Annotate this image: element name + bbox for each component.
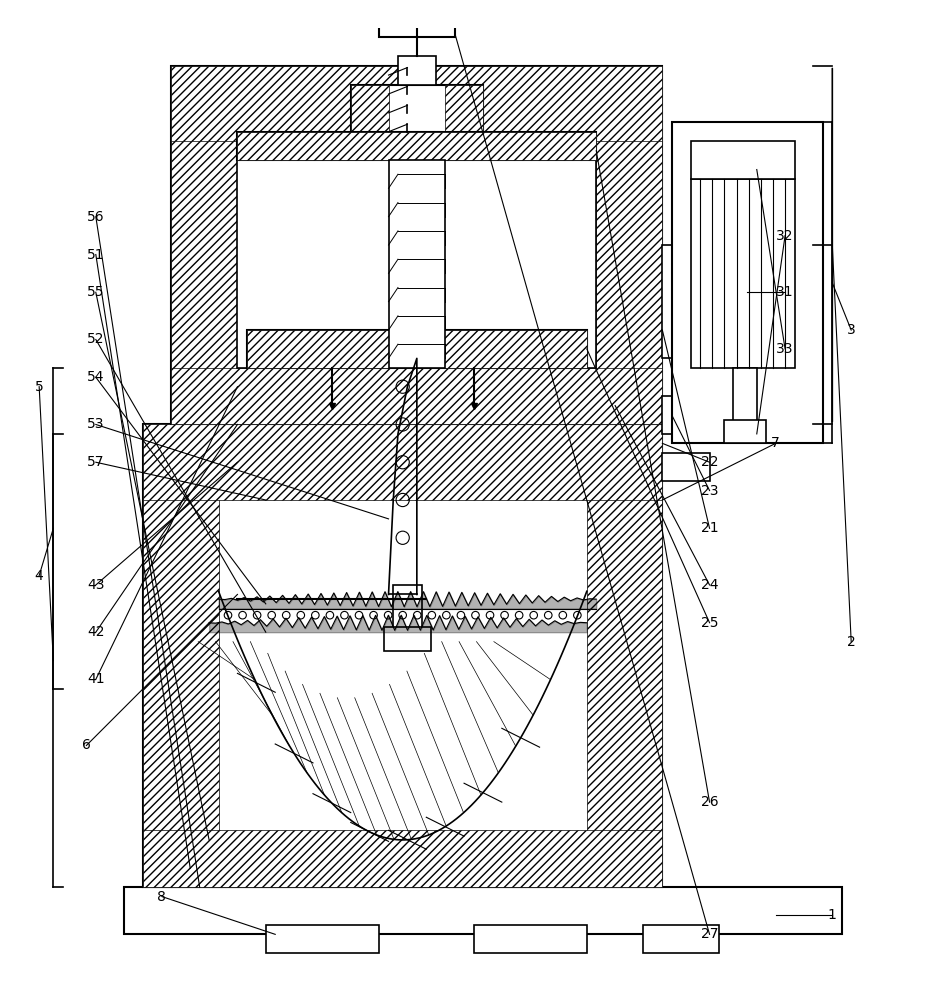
- Bar: [662, 396, 709, 434]
- Text: 42: 42: [87, 625, 104, 639]
- Bar: [671, 122, 823, 443]
- Text: 31: 31: [777, 285, 794, 299]
- Bar: [445, 85, 483, 141]
- Text: 8: 8: [157, 890, 167, 904]
- Text: 25: 25: [701, 616, 719, 630]
- Text: 54: 54: [87, 370, 104, 384]
- Text: 51: 51: [87, 248, 104, 262]
- Text: 23: 23: [701, 484, 719, 498]
- Text: 3: 3: [847, 323, 855, 337]
- Bar: [171, 368, 662, 424]
- Bar: [724, 420, 766, 443]
- Bar: [266, 925, 379, 953]
- Bar: [238, 141, 597, 368]
- Bar: [474, 925, 587, 953]
- Text: 22: 22: [701, 455, 719, 469]
- Bar: [733, 368, 757, 424]
- Bar: [379, 23, 455, 37]
- Bar: [690, 141, 795, 179]
- Text: 4: 4: [35, 569, 44, 583]
- Text: 21: 21: [701, 521, 719, 535]
- Text: 2: 2: [847, 635, 855, 649]
- Bar: [247, 330, 587, 368]
- Text: 27: 27: [701, 927, 719, 941]
- Bar: [171, 66, 662, 424]
- Bar: [393, 585, 421, 632]
- Bar: [143, 830, 662, 887]
- Bar: [643, 925, 719, 953]
- Bar: [247, 330, 587, 368]
- Text: 32: 32: [777, 229, 794, 243]
- Bar: [238, 132, 597, 160]
- Bar: [124, 887, 842, 934]
- Bar: [662, 453, 709, 481]
- Text: 5: 5: [35, 380, 44, 394]
- Text: 41: 41: [87, 672, 104, 686]
- Bar: [587, 424, 662, 887]
- Text: 7: 7: [771, 436, 780, 450]
- Bar: [143, 424, 219, 887]
- Bar: [690, 179, 795, 368]
- Bar: [388, 160, 445, 368]
- Bar: [384, 627, 431, 651]
- Bar: [662, 245, 700, 358]
- Bar: [350, 85, 483, 141]
- Text: 43: 43: [87, 578, 104, 592]
- Text: 24: 24: [701, 578, 719, 592]
- Bar: [143, 424, 662, 500]
- Bar: [238, 132, 597, 160]
- Text: 33: 33: [777, 342, 794, 356]
- Text: 26: 26: [701, 795, 719, 809]
- Bar: [143, 424, 662, 887]
- Text: 6: 6: [82, 738, 91, 752]
- Text: 52: 52: [87, 332, 104, 346]
- Text: 57: 57: [87, 455, 104, 469]
- Bar: [350, 85, 388, 141]
- Bar: [171, 66, 662, 141]
- Text: 56: 56: [87, 210, 104, 224]
- Bar: [671, 236, 695, 283]
- Text: 53: 53: [87, 417, 104, 431]
- Text: 55: 55: [87, 285, 104, 299]
- Text: 1: 1: [828, 908, 837, 922]
- Bar: [398, 56, 436, 85]
- Bar: [171, 66, 238, 424]
- Bar: [597, 66, 662, 424]
